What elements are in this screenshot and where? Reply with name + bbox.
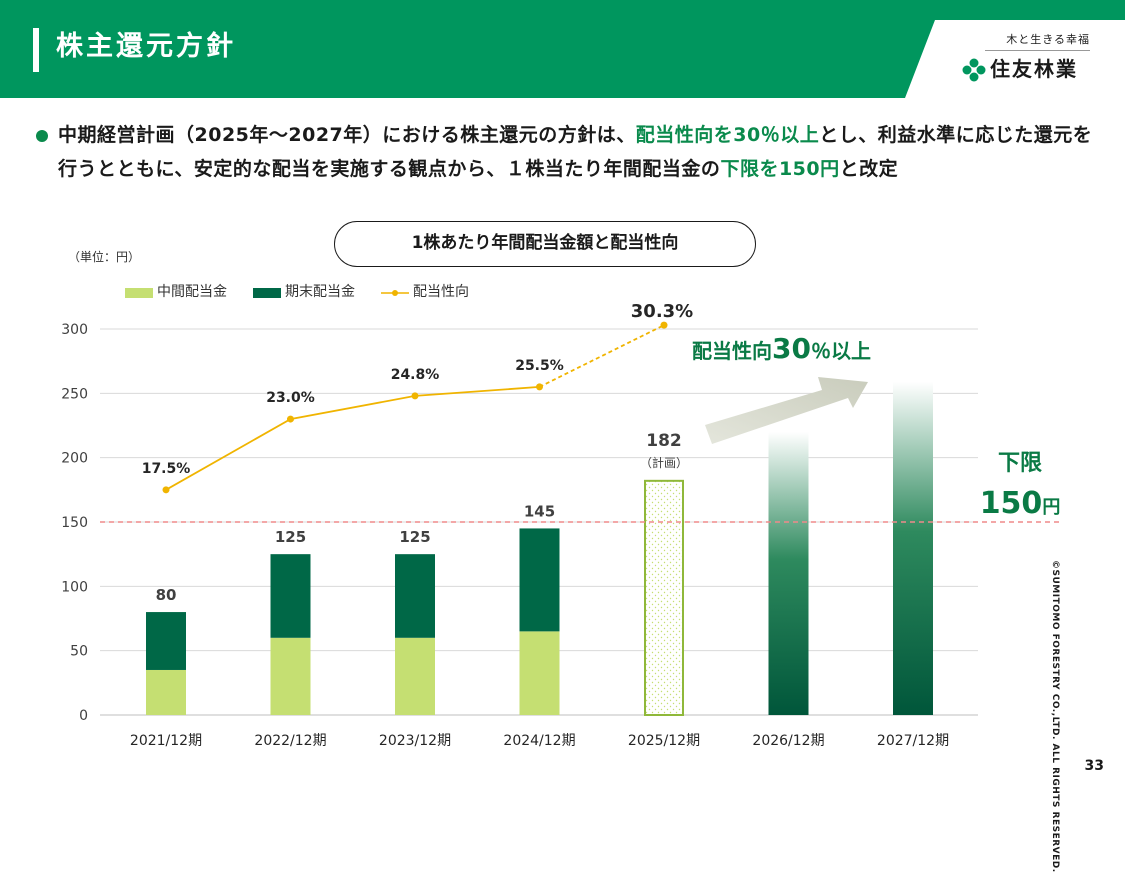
floor-label: 下限 — [998, 451, 1042, 476]
policy-text: 中期経営計画（2025年～2027年）における株主還元の方針は、配当性向を30％… — [58, 118, 1098, 186]
title-accent-bar — [33, 28, 39, 72]
x-tick-label: 2025/12期 — [628, 733, 700, 749]
chart-title: 1株あたり年間配当金額と配当性向 — [334, 221, 756, 267]
bar-total-label: 182 — [646, 431, 682, 451]
header-band — [0, 0, 1125, 98]
payout-point — [536, 383, 543, 391]
y-tick-label: 50 — [70, 644, 88, 660]
payout-target-highlight: 配当性向を30％以上 — [635, 124, 820, 146]
floor-value-label: 150円 — [980, 486, 1061, 521]
legend-payout-label: 配当性向 — [413, 284, 469, 300]
payout-point — [162, 486, 170, 494]
plan-note: （計画） — [640, 455, 688, 470]
payout-line-forecast — [539, 324, 665, 388]
payout-label: 30.3% — [631, 301, 693, 322]
payout-line — [165, 386, 540, 491]
payout-point — [660, 321, 668, 329]
bar-total-label: 145 — [524, 502, 555, 520]
bar-year-end — [395, 554, 435, 638]
y-tick-label: 300 — [61, 322, 88, 338]
page-title: 株主還元方針 — [56, 31, 236, 62]
legend-payout-swatch — [381, 290, 409, 296]
y-tick-label: 0 — [79, 708, 88, 724]
payout-target-label: 配当性向30％以上 — [692, 332, 871, 365]
payout-label: 23.0% — [266, 390, 315, 406]
y-tick-label: 200 — [61, 451, 88, 467]
payout-point — [411, 392, 419, 400]
policy-text-part1: 中期経営計画（2025年～2027年）における株主還元の方針は、 — [58, 124, 636, 146]
trend-arrow — [705, 377, 868, 444]
bullet-dot — [36, 130, 48, 142]
payout-label: 24.8% — [391, 367, 440, 383]
unit-note: （単位：円） — [68, 250, 141, 264]
legend-year-end-swatch — [253, 288, 281, 298]
y-tick-label: 100 — [61, 579, 88, 595]
payout-point — [287, 415, 294, 423]
bar-total-label: 125 — [399, 528, 430, 546]
x-tick-label: 2022/12期 — [254, 733, 326, 749]
legend-year-end-label: 期末配当金 — [285, 284, 355, 300]
company-name: 住友林業 — [990, 57, 1078, 81]
x-tick-label: 2023/12期 — [379, 733, 451, 749]
dividend-chart: 0 50 100 150 200 250 300 2021/12期 2022/12期 2023/1… — [61, 301, 1062, 749]
bar-future — [768, 431, 809, 715]
policy-text-part2: とし、利益水準に応じた還元を行うとともに、安定的な配当を実施する観点から、１株当… — [58, 124, 1093, 180]
floor-highlight: 下限を150円 — [720, 158, 840, 180]
y-tick-label: 150 — [61, 515, 88, 531]
bar-year-end — [146, 612, 186, 670]
bar-future — [893, 381, 933, 715]
bar-year-end — [270, 554, 311, 638]
x-tick-label: 2024/12期 — [503, 733, 575, 749]
legend-interim-swatch — [125, 288, 153, 298]
bar-total-label: 125 — [275, 528, 306, 546]
legend-interim-label: 中間配当金 — [157, 284, 227, 300]
page-number: 33 — [1084, 758, 1104, 774]
x-tick-label: 2021/12期 — [130, 733, 202, 749]
policy-text-part3: と改定 — [839, 158, 899, 180]
bar-interim — [270, 637, 311, 715]
bar-total-label: 80 — [156, 586, 177, 604]
bar-interim — [146, 669, 186, 715]
bar-plan-2025 — [644, 479, 684, 716]
payout-label: 17.5% — [142, 461, 191, 477]
payout-label: 25.5% — [515, 358, 564, 374]
x-tick-label: 2027/12期 — [877, 733, 949, 749]
logo-divider — [985, 50, 1090, 51]
logo-tagline: 木と生きる幸福 — [1006, 33, 1090, 46]
bar-year-end — [519, 528, 560, 632]
bar-interim — [519, 631, 560, 715]
bar-interim — [395, 637, 435, 715]
copyright: ©SUMITOMO FORESTRY CO.,LTD. ALL RIGHTS R… — [1050, 560, 1060, 873]
leaf-logo-icon — [962, 58, 986, 82]
header: 株主還元方針 木と生きる幸福 住友林業 — [0, 0, 1125, 98]
x-tick-label: 2026/12期 — [752, 733, 824, 749]
y-tick-label: 250 — [61, 386, 88, 402]
